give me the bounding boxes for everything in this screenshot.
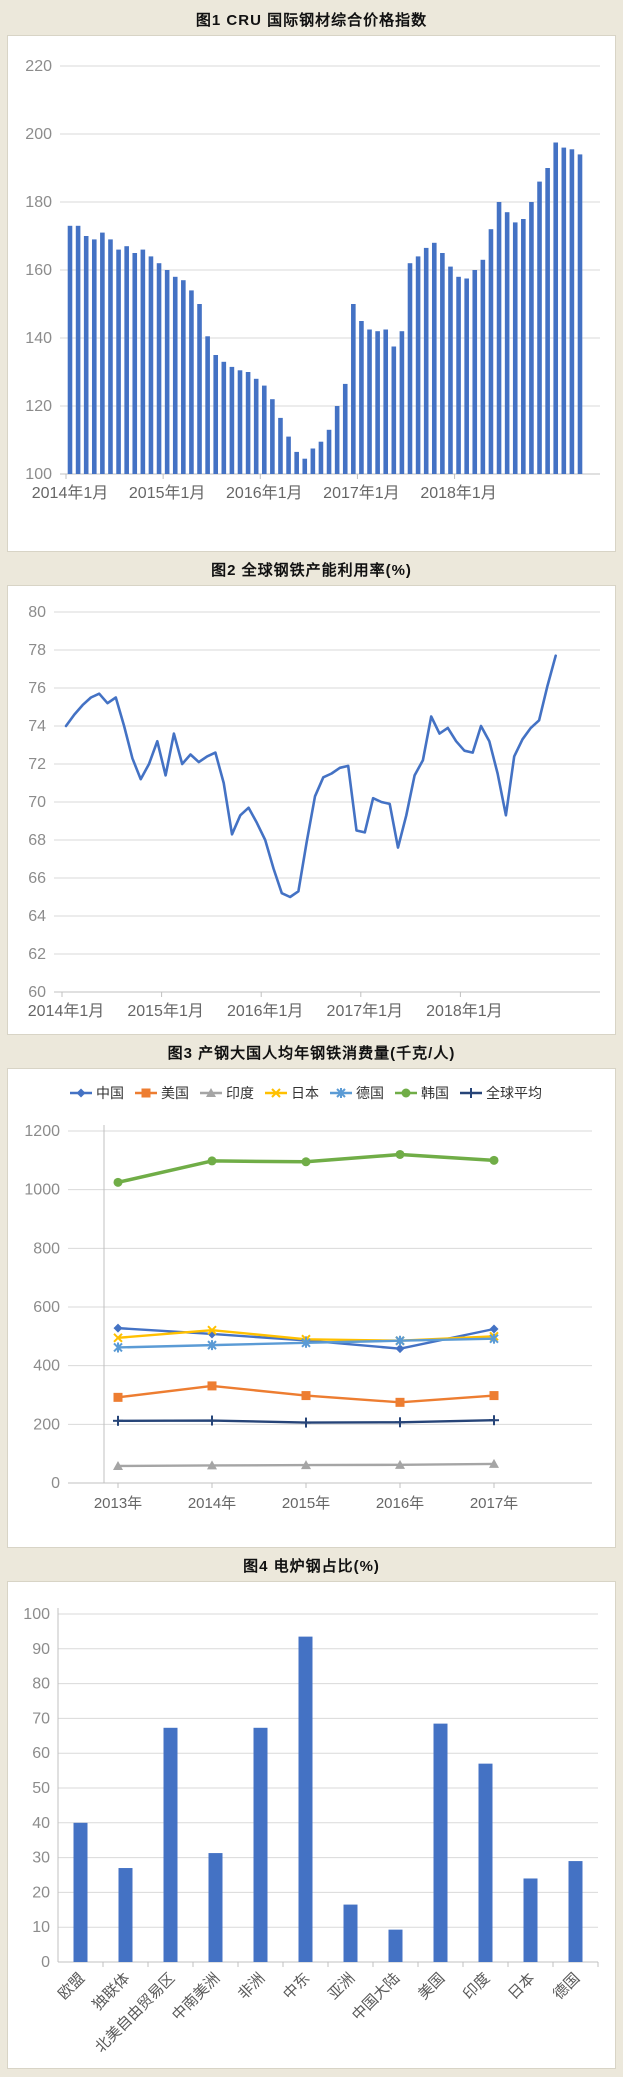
svg-text:200: 200: [25, 126, 52, 143]
svg-text:800: 800: [33, 1240, 60, 1257]
figure-3-chart: 0 200 400 600 800 1000 1200 2013年 2014年 2015年 2016…: [24, 1085, 592, 1512]
svg-text:140: 140: [25, 330, 52, 347]
svg-text:美国: 美国: [161, 1085, 189, 1101]
svg-text:72: 72: [28, 756, 46, 773]
svg-text:北美自由贸易区: 北美自由贸易区: [92, 1970, 178, 2056]
svg-text:美国: 美国: [415, 1970, 448, 2003]
figure-4-title: 图4 电炉钢占比(%): [243, 1558, 380, 1575]
svg-text:20: 20: [32, 1884, 50, 1901]
svg-text:0: 0: [51, 1475, 60, 1492]
svg-text:2015年1月: 2015年1月: [127, 1002, 204, 1020]
figure-2-title: 图2 全球钢铁产能利用率(%): [211, 562, 412, 579]
svg-text:中国大陆: 中国大陆: [349, 1970, 403, 2024]
svg-text:64: 64: [28, 908, 46, 925]
svg-text:非洲: 非洲: [235, 1970, 268, 2003]
svg-text:90: 90: [32, 1641, 50, 1658]
svg-text:78: 78: [28, 642, 46, 659]
svg-text:韩国: 韩国: [421, 1085, 449, 1101]
svg-text:74: 74: [28, 718, 46, 735]
svg-text:中国: 中国: [96, 1085, 124, 1101]
figure-2: 图2 全球钢铁产能利用率(%) 60 62 64 66 68 70 72 74 76 78 80 20…: [0, 559, 623, 1035]
svg-text:1200: 1200: [24, 1123, 60, 1140]
svg-text:2015年1月: 2015年1月: [129, 484, 206, 502]
figure-2-chart: 60 62 64 66 68 70 72 74 76 78 80 2014年1月 2015年1月 2016…: [28, 604, 600, 1020]
svg-text:100: 100: [25, 466, 52, 483]
svg-text:2017年1月: 2017年1月: [323, 484, 400, 502]
svg-text:欧盟: 欧盟: [55, 1970, 88, 2003]
svg-text:200: 200: [33, 1416, 60, 1433]
svg-text:60: 60: [32, 1745, 50, 1762]
svg-text:120: 120: [25, 398, 52, 415]
figure-1-panel: 100 120 140 160 180 200 220 2014年1月 2015年1月 2016年…: [7, 35, 616, 552]
svg-text:10: 10: [32, 1919, 50, 1936]
svg-text:160: 160: [25, 262, 52, 279]
figure-2-panel: 60 62 64 66 68 70 72 74 76 78 80 2014年1月 2015年1月 2016…: [7, 585, 616, 1035]
svg-text:2016年1月: 2016年1月: [226, 484, 303, 502]
svg-text:400: 400: [33, 1358, 60, 1375]
svg-text:2014年: 2014年: [188, 1495, 236, 1512]
svg-text:印度: 印度: [460, 1970, 493, 2003]
svg-text:德国: 德国: [356, 1085, 384, 1101]
svg-text:德国: 德国: [549, 1969, 583, 2003]
svg-text:日本: 日本: [505, 1970, 538, 2003]
svg-text:70: 70: [32, 1710, 50, 1727]
svg-text:日本: 日本: [291, 1085, 319, 1101]
svg-text:2014年1月: 2014年1月: [28, 1002, 105, 1020]
svg-text:80: 80: [32, 1676, 50, 1693]
svg-text:中东: 中东: [280, 1970, 313, 2003]
svg-text:独联体: 独联体: [89, 1970, 133, 2014]
figure-1-chart: 100 120 140 160 180 200 220 2014年1月 2015年1月 2016年…: [25, 58, 600, 502]
svg-text:68: 68: [28, 832, 46, 849]
svg-text:180: 180: [25, 194, 52, 211]
svg-text:80: 80: [28, 604, 46, 621]
svg-text:66: 66: [28, 870, 46, 887]
svg-text:70: 70: [28, 794, 46, 811]
svg-text:2018年1月: 2018年1月: [426, 1002, 503, 1020]
figure-3: 图3 产钢大国人均年钢铁消费量(千克/人) 0 200 400 600 800 1000 1…: [0, 1042, 623, 1548]
svg-text:亚洲: 亚洲: [325, 1970, 358, 2003]
svg-text:600: 600: [33, 1299, 60, 1316]
svg-text:2015年: 2015年: [282, 1495, 330, 1512]
svg-text:2016年1月: 2016年1月: [227, 1002, 304, 1020]
svg-text:2013年: 2013年: [94, 1495, 142, 1512]
svg-text:60: 60: [28, 984, 46, 1001]
svg-text:中南美洲: 中南美洲: [169, 1970, 223, 2024]
svg-text:220: 220: [25, 58, 52, 75]
svg-text:40: 40: [32, 1815, 50, 1832]
svg-text:1000: 1000: [24, 1182, 60, 1199]
svg-text:2016年: 2016年: [376, 1495, 424, 1512]
figure-1-title: 图1 CRU 国际钢材综合价格指数: [195, 12, 428, 29]
svg-text:2017年: 2017年: [470, 1495, 518, 1512]
svg-text:50: 50: [32, 1780, 50, 1797]
figure-4: 图4 电炉钢占比(%) 0 10 20 30 40 50 60 70 80 90 100 欧盟 独联体北…: [0, 1555, 623, 2069]
svg-text:2017年1月: 2017年1月: [327, 1002, 404, 1020]
figure-3-title: 图3 产钢大国人均年钢铁消费量(千克/人): [167, 1045, 456, 1062]
figure-4-panel: 0 10 20 30 40 50 60 70 80 90 100 欧盟 独联体 北美自由贸易区 中南美洲 非洲…: [7, 1581, 616, 2069]
svg-text:100: 100: [23, 1606, 50, 1623]
svg-text:30: 30: [32, 1850, 50, 1867]
figure-1: 图1 CRU 国际钢材综合价格指数 100 120 140 160 180 200 220 2…: [0, 9, 623, 552]
svg-text:全球平均: 全球平均: [486, 1085, 542, 1101]
svg-text:76: 76: [28, 680, 46, 697]
svg-text:0: 0: [41, 1954, 50, 1971]
svg-text:2018年1月: 2018年1月: [420, 484, 497, 502]
figure-3-panel: 0 200 400 600 800 1000 1200 2013年 2014年 2015年 2016…: [7, 1068, 616, 1548]
svg-text:印度: 印度: [226, 1085, 254, 1101]
svg-text:62: 62: [28, 946, 46, 963]
svg-text:2014年1月: 2014年1月: [32, 484, 109, 502]
